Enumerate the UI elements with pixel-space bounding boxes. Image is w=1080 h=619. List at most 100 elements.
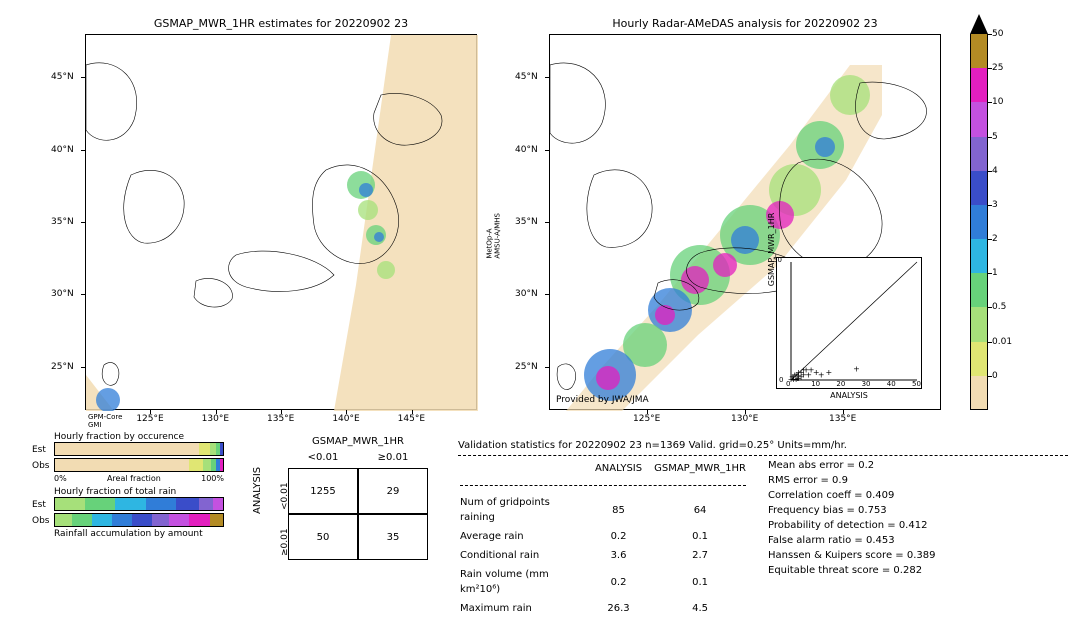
stat-line: Hanssen & Kuipers score = 0.389 xyxy=(768,548,935,563)
lat-tick: 40°N xyxy=(51,145,74,155)
colorbar-seg xyxy=(970,137,988,171)
bar-totalrain-obs xyxy=(54,513,224,527)
colorbar-seg xyxy=(970,342,988,376)
ct-col-lt: <0.01 xyxy=(288,452,358,463)
vt-b: 64 xyxy=(654,494,756,526)
vt-a: 3.6 xyxy=(595,547,652,564)
colorbar-arrow-icon xyxy=(970,14,988,34)
bars-title-2: Hourly fraction of total rain xyxy=(54,487,232,497)
colorbar-tick: 0 xyxy=(992,371,998,381)
colorbar-tick: 5 xyxy=(992,132,998,142)
vt-b: 2.7 xyxy=(654,547,756,564)
scatter-svg: ++++++++++++++++++++++ xyxy=(777,258,923,390)
colorbar-tick: 2 xyxy=(992,234,998,244)
scatter-xtick: 40 xyxy=(887,380,896,388)
scatter-xtick: 50 xyxy=(912,380,921,388)
scatter-xtick: 10 xyxy=(811,380,820,388)
vt-label: Maximum rain xyxy=(460,600,593,617)
colorbar-seg xyxy=(970,102,988,136)
scatter-ytick-0: 0 xyxy=(779,376,783,384)
scatter-ylabel: GSMAP_MWR_1HR xyxy=(767,213,776,287)
stat-line: Equitable threat score = 0.282 xyxy=(768,563,935,578)
bar-charts-block: Hourly fraction by occurence Est Obs 0% … xyxy=(32,432,232,539)
colorbar-seg xyxy=(970,205,988,239)
validation-stats-list: Mean abs error = 0.2RMS error = 0.9Corre… xyxy=(758,458,935,619)
lat-tick: 25°N xyxy=(515,362,538,372)
provider-label: Provided by JWA/JMA xyxy=(556,395,649,405)
bar-seg xyxy=(132,514,152,526)
ct-cell-1-0: 50 xyxy=(288,514,358,560)
swath-left-1 xyxy=(334,35,478,411)
bar-seg xyxy=(85,498,115,510)
svg-text:+: + xyxy=(853,364,860,373)
lat-tick: 30°N xyxy=(51,289,74,299)
bar-row-est-1: Est xyxy=(32,445,54,455)
scatter-xtick: 20 xyxy=(836,380,845,388)
areal-mid: Areal fraction xyxy=(67,474,201,483)
vt-a: 26.3 xyxy=(595,600,652,617)
scatter-inset: ++++++++++++++++++++++ ANALYSIS GSMAP_MW… xyxy=(776,257,922,389)
bar-seg xyxy=(55,459,189,471)
scatter-xlabel: ANALYSIS xyxy=(777,391,921,400)
vt-label: Rain volume (mm km²10⁶) xyxy=(460,566,593,598)
stat-line: Frequency bias = 0.753 xyxy=(768,503,935,518)
svg-text:+: + xyxy=(825,368,832,377)
stat-line: RMS error = 0.9 xyxy=(768,473,935,488)
svg-text:+: + xyxy=(818,370,825,379)
lat-tick: 25°N xyxy=(51,362,74,372)
colorbar-seg xyxy=(970,34,988,68)
vt-b: 0.1 xyxy=(654,566,756,598)
bar-row-est-2: Est xyxy=(32,500,54,510)
left-annot-metop: MetOp-A AMSU-A/MHS xyxy=(486,213,502,259)
colorbar-seg xyxy=(970,239,988,273)
vt-label: Conditional rain xyxy=(460,547,593,564)
lat-tick: 35°N xyxy=(51,217,74,227)
ct-cell-0-1: 29 xyxy=(358,468,428,514)
bar-seg xyxy=(146,498,176,510)
map-right-title: Hourly Radar-AMeDAS analysis for 2022090… xyxy=(550,17,940,30)
ct-cell-1-1: 35 xyxy=(358,514,428,560)
areal-100: 100% xyxy=(201,474,224,483)
bar-seg xyxy=(152,514,169,526)
bar-seg xyxy=(72,514,92,526)
map-left: GSMAP_MWR_1HR estimates for 20220902 23 … xyxy=(85,34,477,410)
scatter-xtick: 0 xyxy=(786,380,790,388)
stat-line: Mean abs error = 0.2 xyxy=(768,458,935,473)
bar-seg xyxy=(199,498,212,510)
lon-tick: 135°E xyxy=(829,414,856,424)
lon-tick: 125°E xyxy=(633,414,660,424)
bar-seg xyxy=(189,514,209,526)
bar-occurence-est xyxy=(54,442,224,456)
bar-seg xyxy=(169,514,189,526)
bar-seg xyxy=(112,514,132,526)
bar-seg xyxy=(199,443,209,455)
vt-a: 85 xyxy=(595,494,652,526)
colorbar-tick: 0.01 xyxy=(992,337,1012,347)
contingency-table: GSMAP_MWR_1HR <0.01 ≥0.01 ANALYSIS <0.01… xyxy=(258,436,428,566)
map-left-title: GSMAP_MWR_1HR estimates for 20220902 23 xyxy=(86,17,476,30)
ct-row-header: ANALYSIS xyxy=(252,467,263,514)
lat-tick: 45°N xyxy=(515,72,538,82)
colorbar-seg xyxy=(970,273,988,307)
bar-seg xyxy=(176,498,200,510)
stat-line: Correlation coeff = 0.409 xyxy=(768,488,935,503)
bar-seg xyxy=(203,459,211,471)
bar-seg xyxy=(220,443,223,455)
bar-seg xyxy=(55,443,199,455)
divider-top xyxy=(458,455,1068,456)
vt-label: Average rain xyxy=(460,528,593,545)
bar-seg xyxy=(220,459,223,471)
lon-tick: 135°E xyxy=(267,414,294,424)
bar-row-obs-1: Obs xyxy=(32,461,54,471)
colorbar-tick: 50 xyxy=(992,29,1003,39)
lat-tick: 45°N xyxy=(51,72,74,82)
lon-tick: 140°E xyxy=(332,414,359,424)
colorbar-tick: 3 xyxy=(992,200,998,210)
bar-occurence-obs xyxy=(54,458,224,472)
ct-col-header: GSMAP_MWR_1HR xyxy=(288,436,428,447)
vt-b: 4.5 xyxy=(654,600,756,617)
bar-seg xyxy=(115,498,145,510)
vt-label: Num of gridpoints raining xyxy=(460,494,593,526)
bar-seg xyxy=(55,498,85,510)
lat-tick: 40°N xyxy=(515,145,538,155)
